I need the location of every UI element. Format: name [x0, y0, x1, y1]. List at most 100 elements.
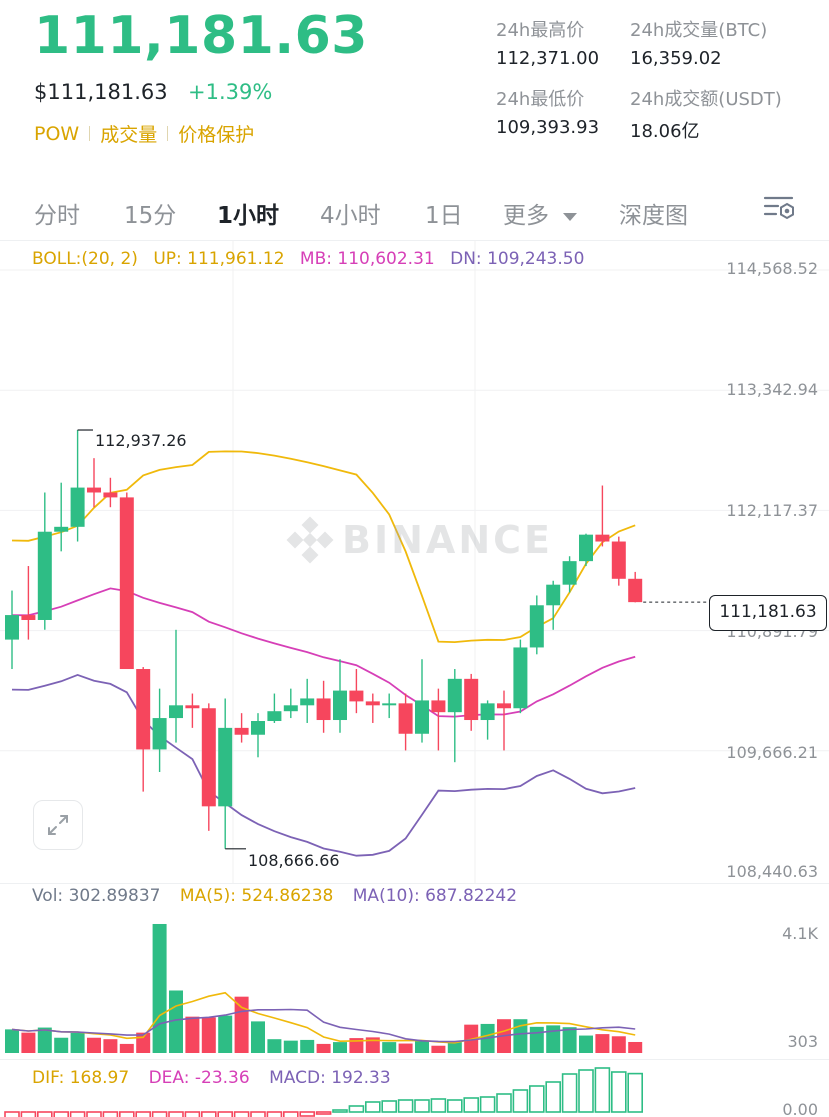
volume-bar: [267, 1039, 282, 1053]
tab-depth-chart[interactable]: 深度图: [619, 203, 688, 229]
stat-label: 24h成交额(USDT): [630, 89, 782, 110]
candle-body: [497, 703, 511, 709]
last-price: 111,181.63: [34, 6, 368, 66]
tab-more-label: 更多: [503, 203, 549, 229]
macd-bar: [102, 1111, 119, 1117]
volume-bar: [365, 1037, 380, 1053]
tab-15m[interactable]: 15分: [124, 203, 177, 229]
volume-bar: [185, 1016, 200, 1053]
candle-body: [103, 492, 118, 498]
boll-dn-line: [11, 673, 636, 857]
candle-body: [5, 615, 19, 640]
boll-params: BOLL:(20, 2): [32, 249, 138, 269]
chart-settings-icon[interactable]: [762, 192, 798, 222]
volume-bar: [87, 1037, 101, 1053]
candle-body: [267, 711, 282, 722]
volume-bar: [119, 1043, 134, 1053]
boll-mb-line: [11, 587, 636, 718]
macd-bar: [496, 1093, 512, 1113]
last-price-tag[interactable]: 111,181.63: [709, 595, 827, 631]
boll-legend: BOLL:(20, 2) UP: 111,961.12 MB: 110,602.…: [32, 249, 594, 269]
volume-bar: [283, 1040, 298, 1053]
macd-bar: [69, 1111, 86, 1117]
divider: [0, 240, 829, 241]
macd-bar: [348, 1105, 365, 1113]
volume-bar: [300, 1039, 315, 1053]
macd-bar: [446, 1099, 463, 1113]
macd-bar: [36, 1111, 53, 1117]
candle-body: [316, 698, 331, 721]
candle-body: [513, 647, 528, 709]
volume-bar: [251, 1021, 265, 1053]
binance-logo-icon: [286, 516, 334, 564]
candle-body: [431, 700, 446, 713]
watermark: BINANCE: [286, 516, 553, 564]
stat-label: 24h最低价: [496, 89, 585, 110]
volume-bar: [201, 1017, 216, 1053]
volume-bar: [382, 1042, 397, 1053]
macd-bar: [545, 1081, 562, 1113]
usd-price: $111,181.63: [34, 80, 168, 104]
candlestick-chart[interactable]: [0, 240, 829, 884]
fullscreen-button[interactable]: [33, 800, 83, 850]
volume-bar: [529, 1026, 544, 1053]
chevron-down-icon: [563, 212, 577, 221]
low-price-label: 108,666.66: [248, 851, 340, 870]
volume-ma5-line: [11, 991, 636, 1044]
tag-price-protection[interactable]: 价格保护: [178, 124, 255, 146]
stat-label: 24h最高价: [496, 20, 585, 41]
price-axis-label: 114,568.52: [726, 259, 818, 278]
volume-chart: [5, 923, 643, 1053]
candle-body: [480, 703, 495, 721]
tab-time-share[interactable]: 分时: [34, 203, 80, 229]
candle-body: [579, 534, 593, 562]
macd-bar: [430, 1098, 447, 1113]
macd-dif: DIF: 168.97: [32, 1068, 130, 1088]
boll-mb: MB: 110,602.31: [299, 249, 435, 269]
tab-more[interactable]: 更多: [503, 196, 577, 230]
macd-bar: [135, 1111, 151, 1117]
tab-1h[interactable]: 1小时: [217, 203, 280, 229]
volume-bar: [415, 1040, 429, 1053]
volume-bar: [54, 1037, 69, 1053]
candle-body: [70, 487, 85, 527]
volume-bar: [234, 996, 249, 1053]
macd-bar: [217, 1111, 233, 1117]
candle-body: [628, 578, 643, 603]
expand-icon: [48, 815, 68, 835]
candle-body: [21, 615, 36, 620]
candle-body: [529, 605, 544, 648]
macd-chart: [4, 1067, 644, 1117]
candle-body: [152, 718, 167, 750]
tag-pow[interactable]: POW: [34, 122, 80, 145]
volume-axis-label: 4.1K: [782, 924, 818, 943]
candle-body: [37, 531, 52, 620]
macd-bar: [364, 1101, 381, 1113]
volume-bar: [152, 923, 167, 1053]
candle-body: [201, 708, 216, 807]
volume-bar: [349, 1038, 364, 1053]
tab-1d[interactable]: 1日: [425, 203, 463, 229]
volume-bar: [431, 1045, 446, 1053]
volume-bar: [70, 1033, 85, 1053]
macd-bar: [610, 1071, 627, 1113]
volume-bar: [103, 1039, 118, 1053]
volume-bar: [316, 1043, 331, 1053]
macd-bar: [250, 1111, 266, 1117]
macd-bar: [266, 1111, 283, 1117]
macd-bar: [397, 1099, 414, 1113]
macd-dea: DEA: -23.36: [148, 1068, 250, 1088]
stat-label: 24h成交量(BTC): [630, 20, 768, 41]
volume-bar: [333, 1042, 347, 1053]
change-percent: +1.39%: [188, 80, 273, 104]
watermark-text: BINANCE: [342, 518, 553, 562]
price-axis-label: 112,117.37: [726, 501, 818, 520]
macd-bar: [479, 1096, 496, 1113]
candle-body: [333, 690, 347, 721]
volume-ma5: MA(5): 524.86238: [179, 886, 334, 906]
candle-body: [546, 584, 561, 606]
macd-bar: [201, 1111, 217, 1117]
tag-volume[interactable]: 成交量: [100, 124, 158, 146]
tab-4h[interactable]: 4小时: [320, 203, 381, 229]
macd-legend: DIF: 168.97 DEA: -23.36 MACD: 192.33: [32, 1068, 405, 1088]
